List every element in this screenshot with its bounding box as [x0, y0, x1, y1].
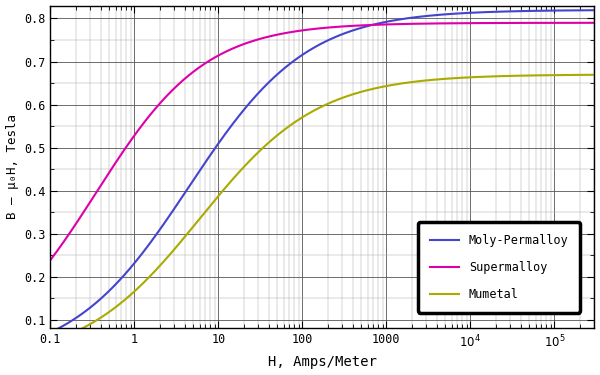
Supermalloy — [109, 165, 116, 170]
Supermalloy — [521, 21, 529, 25]
Mumetal — [141, 279, 148, 284]
Moly-Permalloy — [521, 9, 529, 13]
Mumetal — [591, 72, 598, 77]
Supermalloy — [47, 258, 54, 262]
Mumetal — [256, 149, 263, 154]
Line: Moly-Permalloy: Moly-Permalloy — [50, 10, 595, 333]
Supermalloy — [591, 21, 598, 25]
Moly-Permalloy — [141, 248, 148, 252]
Supermalloy — [580, 21, 587, 25]
Legend: Moly-Permalloy, Supermalloy, Mumetal: Moly-Permalloy, Supermalloy, Mumetal — [418, 222, 580, 313]
Mumetal — [109, 308, 116, 312]
Supermalloy — [141, 120, 148, 124]
Mumetal — [521, 74, 529, 78]
Mumetal — [47, 339, 54, 344]
Moly-Permalloy — [591, 8, 598, 12]
X-axis label: H, Amps/Meter: H, Amps/Meter — [268, 356, 377, 369]
Moly-Permalloy — [256, 90, 263, 94]
Moly-Permalloy — [580, 8, 587, 12]
Line: Supermalloy: Supermalloy — [50, 23, 595, 260]
Supermalloy — [279, 32, 286, 36]
Line: Mumetal: Mumetal — [50, 75, 595, 342]
Supermalloy — [256, 37, 263, 41]
Moly-Permalloy — [47, 330, 54, 335]
Moly-Permalloy — [279, 68, 286, 72]
Moly-Permalloy — [109, 285, 116, 290]
Mumetal — [279, 129, 286, 134]
Y-axis label: B – μ₀H, Tesla: B – μ₀H, Tesla — [5, 114, 19, 219]
Mumetal — [580, 73, 587, 77]
